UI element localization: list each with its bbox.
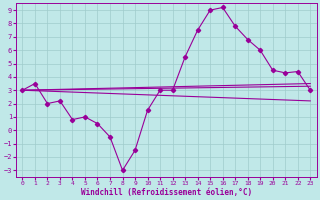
X-axis label: Windchill (Refroidissement éolien,°C): Windchill (Refroidissement éolien,°C) — [81, 188, 252, 197]
